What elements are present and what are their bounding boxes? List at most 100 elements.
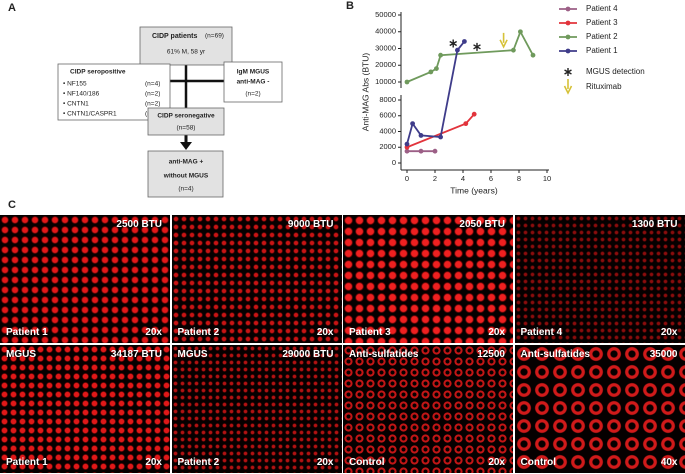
tile-label: 20x bbox=[316, 457, 334, 468]
tile-label: MGUS bbox=[177, 349, 208, 360]
tile-label: MGUS bbox=[6, 349, 36, 360]
y-tick-label: 40000 bbox=[375, 27, 396, 36]
tile-label: 20x bbox=[660, 327, 678, 338]
tile-label: Patient 4 bbox=[520, 327, 563, 338]
micrograph: Anti-sulfatides 35000 Control 40x bbox=[514, 345, 685, 473]
y-tick-label: 2000 bbox=[379, 142, 396, 151]
box-title: CIDP seropositive bbox=[70, 69, 126, 76]
list-item: • CNTN1 bbox=[63, 101, 89, 108]
asterisk bbox=[449, 39, 458, 48]
tile-label: 9000 BTU bbox=[287, 219, 334, 230]
point bbox=[530, 52, 536, 58]
tile-label: Patient 2 bbox=[177, 457, 220, 468]
y-tick-label: 10000 bbox=[375, 77, 396, 86]
x-tick-label: 0 bbox=[405, 174, 409, 183]
tile-label: 2500 BTU bbox=[116, 219, 162, 230]
legend-marker bbox=[565, 6, 571, 12]
tile-label: Anti-sulfatides bbox=[349, 349, 419, 360]
tile-label: 2050 BTU bbox=[459, 219, 505, 230]
y-tick-label: 0 bbox=[392, 158, 396, 167]
tile-label: 20x bbox=[488, 457, 505, 468]
micrograph: Anti-sulfatides 12500 Control 20x bbox=[343, 345, 513, 473]
tile-label: Control bbox=[520, 457, 557, 468]
list-item: • CNTN1/CASPR1 bbox=[63, 111, 117, 118]
point bbox=[455, 47, 460, 53]
y-axis-title: Anti-MAG Abs (BTU) bbox=[360, 53, 370, 132]
legend-label: Patient 2 bbox=[586, 32, 618, 41]
box bbox=[139, 26, 233, 66]
box-title: CIDP patients bbox=[152, 33, 197, 40]
box-title: IgM MGUS bbox=[237, 69, 270, 76]
point bbox=[511, 47, 516, 53]
tile-label: 20x bbox=[488, 327, 505, 338]
point bbox=[434, 66, 439, 71]
tile-label: Patient 2 bbox=[177, 327, 220, 338]
figure-top: A B CIDP patients (n=69) 61% M, 58 yr CI… bbox=[8, 0, 645, 198]
y-tick-label: 4000 bbox=[379, 126, 396, 135]
x-tick-label: 4 bbox=[461, 174, 465, 183]
legend-label: MGUS detection bbox=[586, 67, 645, 76]
tile-label: Patient 1 bbox=[6, 457, 48, 468]
tile-label: Patient 3 bbox=[349, 327, 391, 338]
panel-label: B bbox=[346, 0, 354, 12]
box-title: without MGUS bbox=[163, 173, 209, 180]
point bbox=[404, 79, 410, 85]
micrograph: 1300 BTU Patient 4 20x bbox=[514, 215, 685, 343]
tile-label: 34187 BTU bbox=[110, 349, 162, 360]
list-count: (n=2) bbox=[145, 91, 160, 98]
point bbox=[418, 148, 424, 154]
box bbox=[147, 107, 225, 136]
list-item: • NF140/186 bbox=[63, 91, 100, 98]
box-count: (n=2) bbox=[245, 91, 260, 98]
asterisk bbox=[564, 68, 572, 76]
tile-label: Anti-sulfatides bbox=[520, 349, 590, 360]
series-line bbox=[406, 40, 466, 145]
box-title: anti-MAG + bbox=[169, 159, 204, 166]
x-tick-label: 6 bbox=[489, 174, 493, 183]
y-tick-label: 8000 bbox=[379, 95, 396, 104]
x-axis-title: Time (years) bbox=[450, 185, 498, 195]
tile-label: 40x bbox=[660, 457, 678, 468]
micrograph: 2500 BTU Patient 1 20x bbox=[0, 215, 170, 343]
tile-label: Patient 1 bbox=[6, 327, 48, 338]
arrow-head bbox=[180, 142, 192, 150]
tile-label: 35000 bbox=[649, 349, 678, 360]
box bbox=[147, 150, 224, 198]
y-tick-label: 6000 bbox=[379, 111, 396, 120]
point bbox=[471, 111, 477, 117]
list-count: (n=4) bbox=[145, 81, 160, 88]
point bbox=[428, 69, 434, 75]
legend-marker bbox=[565, 20, 571, 26]
point bbox=[438, 52, 443, 58]
point bbox=[463, 121, 469, 127]
legend-label: Rituximab bbox=[586, 82, 622, 91]
box-count: (n=69) bbox=[205, 33, 224, 40]
point bbox=[518, 29, 523, 35]
tile-label: 12500 bbox=[477, 349, 505, 360]
legend-label: Patient 3 bbox=[586, 18, 618, 27]
box-title: CIDP seronegative bbox=[157, 113, 215, 120]
x-tick-label: 10 bbox=[543, 174, 551, 183]
legend-marker bbox=[565, 48, 571, 54]
tile-label: 20x bbox=[145, 457, 162, 468]
y-tick-label: 50000 bbox=[375, 10, 396, 19]
tile-label: 29000 BTU bbox=[282, 349, 334, 360]
series-line bbox=[406, 29, 534, 83]
box-text: 61% M, 58 yr bbox=[167, 49, 206, 56]
micrograph: 2050 BTU Patient 3 20x bbox=[343, 215, 513, 343]
tile-label: 1300 BTU bbox=[631, 219, 678, 230]
point bbox=[432, 148, 438, 154]
micrograph: 9000 BTU Patient 2 20x bbox=[171, 215, 342, 343]
x-tick-label: 8 bbox=[517, 174, 521, 183]
y-tick-label: 20000 bbox=[375, 60, 396, 69]
point bbox=[462, 39, 467, 44]
arrow bbox=[563, 79, 573, 95]
micrograph: MGUS 34187 BTU Patient 1 20x bbox=[0, 345, 170, 473]
panel-label: C bbox=[8, 199, 16, 211]
legend-label: Patient 1 bbox=[586, 46, 618, 55]
tile-label: Control bbox=[349, 457, 385, 468]
y-tick-label: 30000 bbox=[375, 43, 396, 52]
legend-label: Patient 4 bbox=[586, 4, 618, 13]
point bbox=[404, 141, 410, 147]
